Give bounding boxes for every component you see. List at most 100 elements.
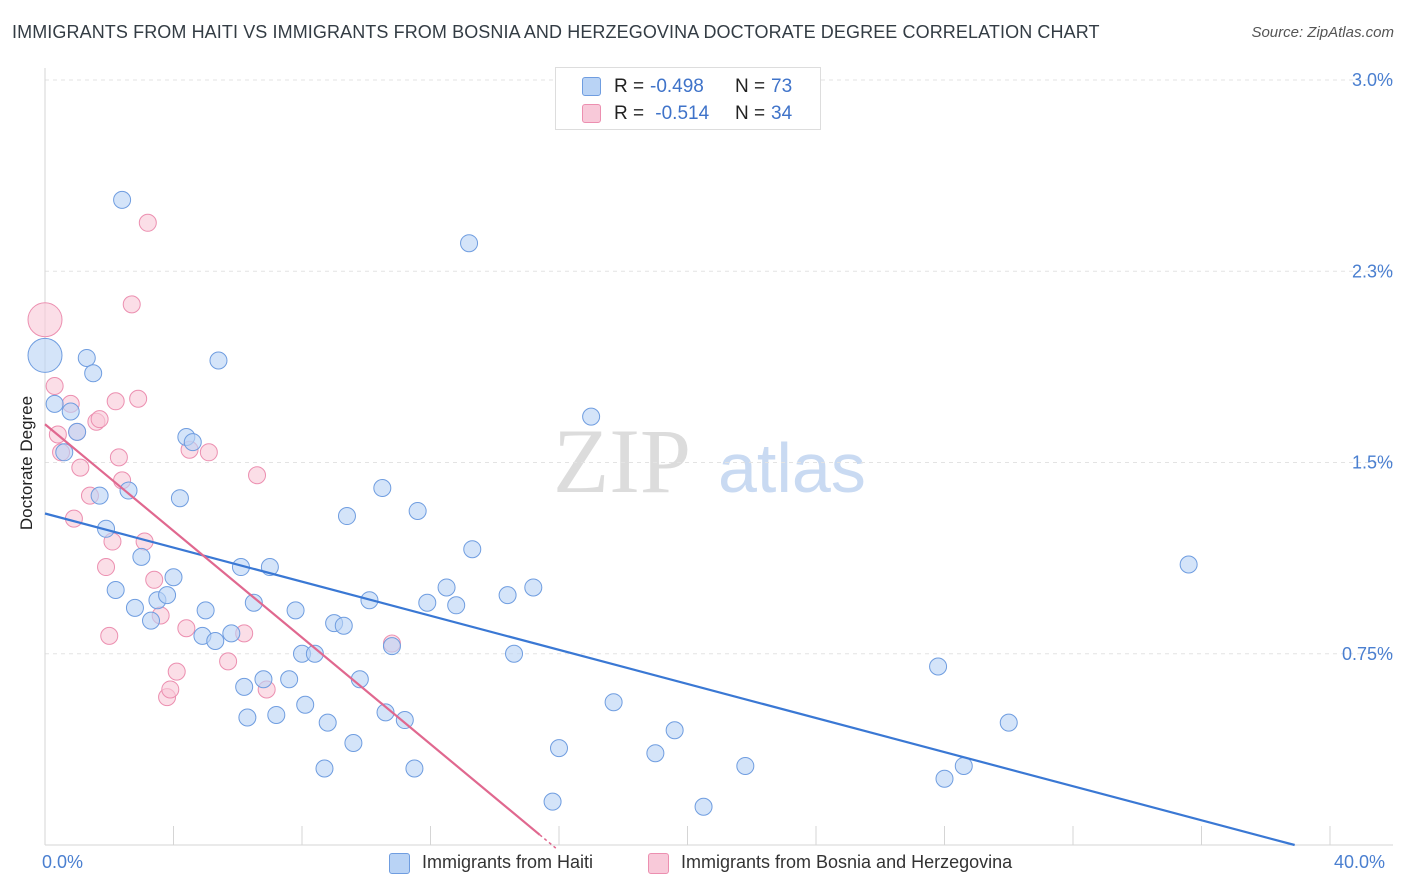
correlation-legend: R = -0.498 N = 73 R = -0.514 N = 34 [555, 67, 821, 130]
point-haiti [543, 792, 562, 811]
point-bosnia [100, 626, 119, 645]
x-tick-max: 40.0% [1334, 852, 1386, 872]
point-haiti [550, 739, 568, 758]
trend-lines [44, 423, 1295, 849]
legend-r-label: R = [614, 76, 645, 97]
point-haiti [463, 540, 482, 559]
point-haiti [119, 481, 138, 500]
point-haiti [954, 756, 973, 775]
point-haiti [238, 708, 257, 727]
legend-swatch-bosnia [582, 104, 601, 123]
bottom-legend-label: Immigrants from Haiti [422, 852, 594, 872]
point-haiti [77, 348, 96, 367]
point-haiti [447, 596, 466, 615]
point-haiti [235, 677, 254, 696]
point-haiti [395, 711, 414, 730]
point-haiti [45, 394, 64, 413]
point-haiti [196, 601, 215, 620]
point-haiti [132, 547, 151, 566]
point-haiti [222, 624, 241, 643]
point-haiti [55, 443, 74, 462]
point-bosnia [97, 558, 116, 577]
grid-lines [45, 79, 1393, 655]
point-haiti [164, 568, 183, 587]
watermark-zip: ZIP [553, 410, 691, 512]
point-haiti [305, 644, 324, 663]
point-haiti [646, 744, 665, 763]
legend-n-label: N = [735, 76, 766, 97]
x-tick-min: 0.0% [42, 852, 84, 872]
point-haiti [376, 703, 395, 722]
source-credit: Source: ZipAtlas.com [1251, 24, 1394, 41]
point-haiti [408, 501, 427, 520]
data-points [27, 190, 1198, 816]
point-haiti [106, 581, 125, 599]
legend-r-label: R = [614, 103, 645, 124]
point-bosnia [167, 662, 186, 681]
point-haiti [68, 422, 87, 441]
point-haiti [244, 593, 263, 612]
point-bosnia [45, 377, 64, 395]
point-haiti [437, 578, 456, 597]
point-haiti [334, 616, 353, 635]
trend-line-bosnia [44, 423, 541, 836]
point-haiti [158, 586, 177, 605]
point-haiti [505, 644, 524, 663]
point-haiti [113, 190, 132, 209]
bottom-legend-label: Immigrants from Bosnia and Herzegovina [681, 852, 1013, 872]
point-bosnia [138, 213, 157, 232]
point-haiti [296, 695, 315, 714]
point-haiti [280, 670, 299, 689]
legend-r-value: -0.498 [650, 76, 704, 97]
point-bosnia [129, 389, 148, 408]
watermark-atlas: atlas [718, 429, 866, 507]
y-tick-label: 1.5% [1352, 453, 1393, 473]
point-haiti [170, 489, 189, 508]
point-haiti [460, 234, 479, 253]
point-bosnia [219, 652, 238, 671]
point-haiti [582, 407, 601, 426]
point-haiti [382, 637, 401, 656]
point-bosnia [177, 619, 196, 638]
legend-n-label: N = [735, 103, 766, 124]
point-bosnia [122, 295, 141, 314]
point-bosnia [161, 680, 180, 699]
point-bosnia [106, 392, 125, 411]
point-haiti [337, 507, 356, 526]
chart-title: IMMIGRANTS FROM HAITI VS IMMIGRANTS FROM… [12, 22, 1100, 42]
point-haiti [286, 601, 305, 620]
point-haiti [84, 364, 103, 383]
point-haiti [61, 402, 80, 421]
legend-n-value: 34 [771, 103, 793, 124]
point-bosnia [90, 410, 109, 429]
point-haiti [999, 713, 1018, 732]
point-haiti [125, 598, 144, 617]
point-haiti [418, 593, 437, 612]
legend-swatch-haiti [582, 77, 601, 96]
bottom-legend-swatch-bosnia [648, 853, 669, 874]
point-haiti [344, 734, 363, 752]
point-haiti [524, 578, 543, 597]
point-bosnia [71, 458, 90, 477]
point-haiti [929, 657, 948, 676]
point-haiti [183, 433, 202, 452]
trend-line-bosnia-extension [539, 834, 557, 849]
point-haiti [142, 611, 161, 630]
point-haiti [206, 632, 225, 650]
point-haiti [405, 759, 424, 778]
point-haiti [27, 337, 63, 373]
point-bosnia [145, 570, 164, 589]
point-bosnia [27, 302, 63, 338]
point-haiti [254, 670, 273, 689]
axes [44, 68, 1393, 846]
point-haiti [498, 586, 517, 605]
point-haiti [373, 479, 392, 497]
legend-r-value: -0.514 [650, 103, 710, 124]
point-haiti [694, 797, 713, 816]
bottom-legend-swatch-haiti [389, 853, 410, 874]
point-haiti [267, 705, 286, 724]
point-haiti [736, 756, 755, 775]
point-haiti [318, 713, 337, 732]
point-bosnia [109, 448, 128, 467]
point-haiti [935, 769, 954, 788]
